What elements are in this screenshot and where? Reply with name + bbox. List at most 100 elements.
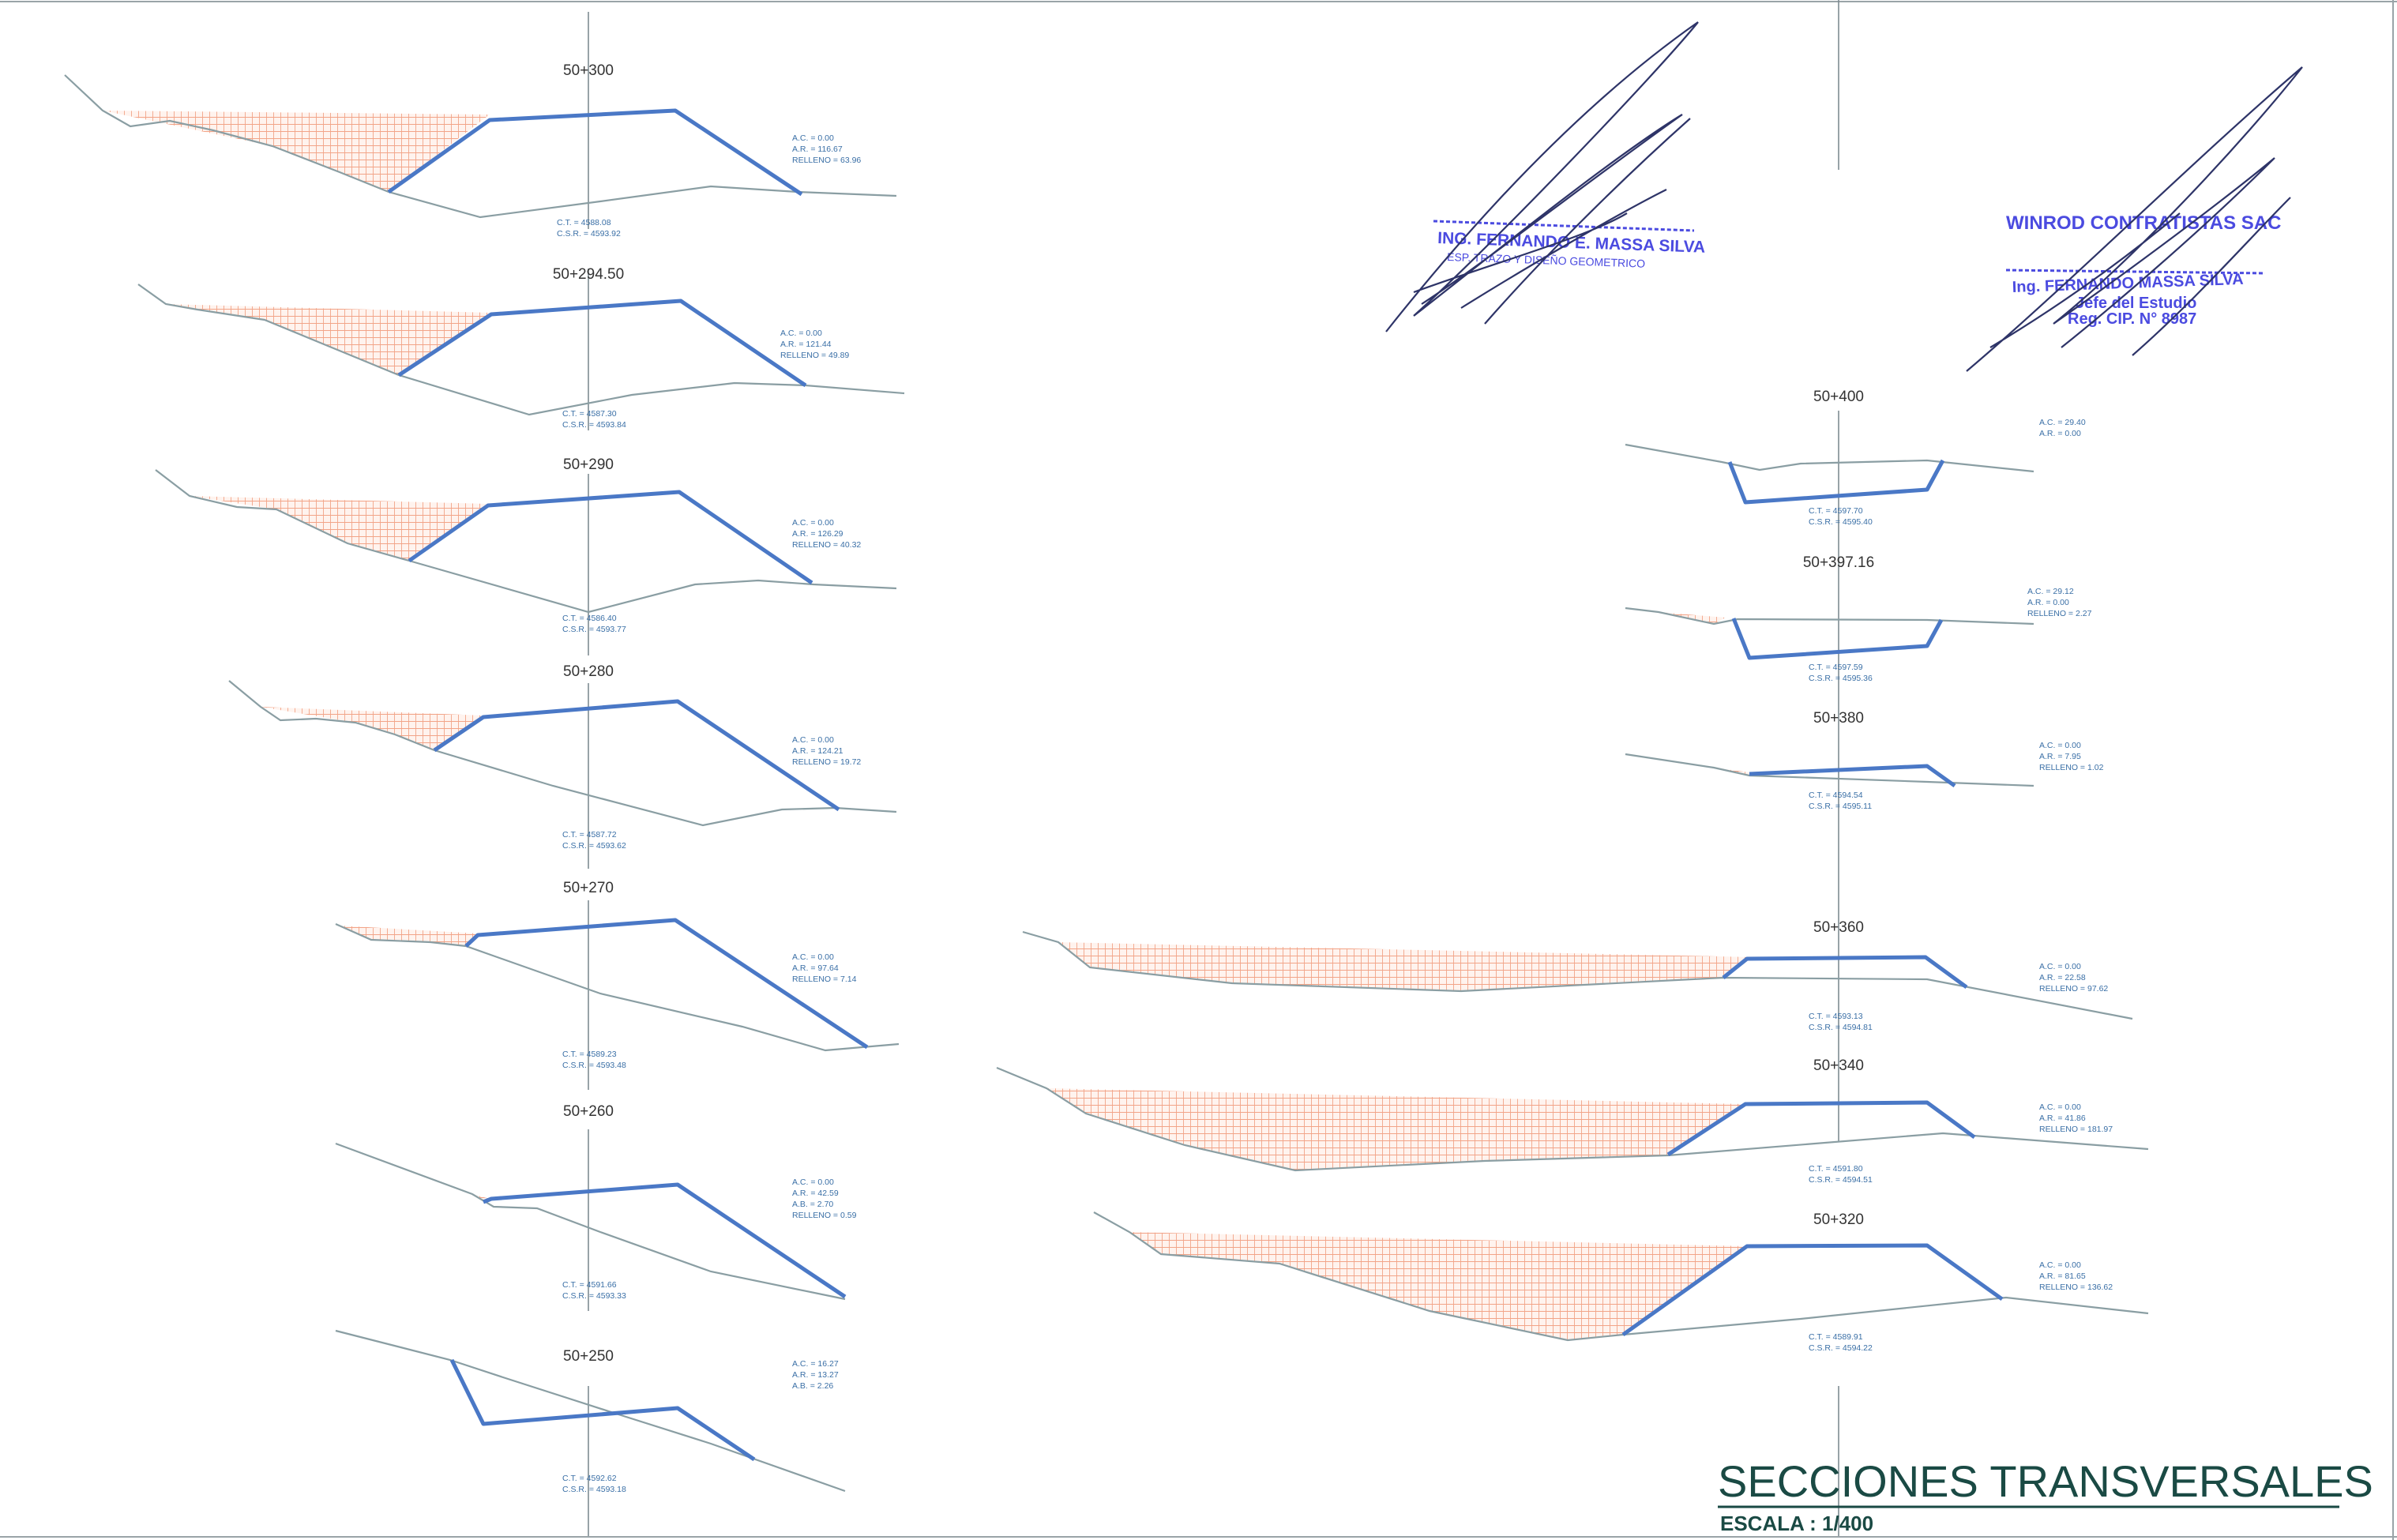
section-50-320: 50+320 A.C. = 0.00 A.R. = 81.65 RELLENO …	[1093, 1211, 2149, 1536]
station-label: 50+294.50	[553, 266, 624, 283]
road-template	[1621, 1243, 2004, 1337]
signature-right	[1966, 66, 2303, 372]
section-value: A.R. = 0.00	[2027, 598, 2069, 607]
station-label: 50+250	[563, 1348, 614, 1365]
stamp-rule	[1433, 220, 1695, 232]
section-value: A.R. = 126.29	[792, 529, 843, 539]
section-value: RELLENO = 49.89	[780, 351, 849, 360]
section-value: A.C. = 16.27	[792, 1359, 839, 1369]
section-50-300: 50+300 A.C. = 0.00 A.R. = 116.67 RELLENO…	[64, 12, 897, 239]
subgrade-elevation: C.S.R. = 4595.40	[1809, 517, 1873, 527]
section-value: A.C. = 0.00	[2039, 962, 2081, 971]
section-value: A.R. = 116.67	[792, 145, 843, 154]
ground-elevation: C.T. = 4586.40	[562, 614, 617, 623]
road-template	[1666, 1100, 1976, 1157]
signature-left	[1385, 21, 1699, 332]
fill-area	[190, 496, 488, 561]
drawing-scale: ESCALA : 1/400	[1720, 1512, 1873, 1535]
section-value: A.C. = 0.00	[792, 735, 834, 745]
section-50-290: 50+290 A.C. = 0.00 A.R. = 126.29 RELLENO…	[155, 456, 897, 655]
ground-line	[1625, 443, 2034, 473]
ground-line	[1093, 1211, 2149, 1342]
ground-line	[155, 469, 897, 614]
ground-line	[1022, 930, 2133, 1020]
subgrade-elevation: C.S.R. = 4594.51	[1809, 1175, 1873, 1185]
road-template	[1749, 764, 1956, 788]
section-value: A.R. = 22.58	[2039, 973, 2086, 982]
ground-line	[335, 1329, 846, 1493]
section-50-360: 50+360 A.C. = 0.00 A.R. = 22.58 RELLENO …	[1022, 919, 2133, 1032]
section-value: RELLENO = 7.14	[792, 975, 857, 984]
fill-area	[261, 707, 483, 750]
section-value: A.R. = 42.59	[792, 1189, 839, 1198]
section-value: A.R. = 97.64	[792, 963, 839, 973]
station-label: 50+380	[1813, 710, 1864, 727]
station-label: 50+320	[1813, 1211, 1864, 1228]
subgrade-elevation: C.S.R. = 4593.62	[562, 841, 626, 851]
road-template	[449, 1358, 756, 1462]
fill-area	[340, 926, 478, 946]
road-template	[1727, 459, 1945, 505]
section-50-250: 50+250 A.C. = 16.27 A.R. = 13.27 A.B. = …	[335, 1329, 846, 1536]
road-template	[1731, 618, 1944, 660]
ground-elevation: C.T. = 4591.66	[562, 1280, 617, 1290]
subgrade-elevation: C.S.R. = 4595.11	[1809, 802, 1872, 811]
section-50-260: 50+260 A.C. = 0.00 A.R. = 42.59 A.B. = 2…	[335, 1103, 857, 1311]
station-label: 50+400	[1813, 389, 1864, 405]
section-50-380: 50+380 A.C. = 0.00 A.R. = 7.95 RELLENO =…	[1625, 710, 2104, 811]
section-value: RELLENO = 1.02	[2039, 763, 2104, 772]
ground-elevation: C.T. = 4589.91	[1809, 1332, 1863, 1342]
station-label: 50+360	[1813, 919, 1864, 936]
ground-elevation: C.T. = 4593.13	[1809, 1012, 1863, 1021]
section-value: A.C. = 0.00	[2039, 741, 2081, 750]
section-value: A.C. = 0.00	[792, 133, 834, 143]
ground-elevation: C.T. = 4587.30	[562, 409, 617, 419]
ground-elevation: C.T. = 4597.59	[1809, 663, 1863, 672]
fill-area	[166, 304, 491, 375]
section-value: A.B. = 2.70	[792, 1200, 833, 1209]
section-value: RELLENO = 0.59	[792, 1211, 857, 1220]
section-value: A.R. = 41.86	[2039, 1114, 2086, 1123]
station-label: 50+290	[563, 456, 614, 473]
section-50-280: 50+280 A.C. = 0.00 A.R. = 124.21 RELLENO…	[228, 663, 897, 869]
fill-area	[1129, 1232, 1747, 1340]
ground-elevation: C.T. = 4591.80	[1809, 1164, 1863, 1174]
ground-line	[335, 922, 900, 1052]
section-value: RELLENO = 97.62	[2039, 984, 2108, 993]
subgrade-elevation: C.S.R. = 4593.18	[562, 1485, 626, 1494]
fill-area	[1058, 942, 1753, 991]
section-value: RELLENO = 63.96	[792, 156, 861, 165]
subgrade-elevation: C.S.R. = 4595.36	[1809, 674, 1873, 683]
section-value: RELLENO = 2.27	[2027, 609, 2092, 618]
subgrade-elevation: C.S.R. = 4593.48	[562, 1061, 626, 1070]
ground-line	[1625, 753, 2034, 787]
subgrade-elevation: C.S.R. = 4594.81	[1809, 1023, 1873, 1032]
ground-line	[64, 74, 897, 219]
station-label: 50+340	[1813, 1057, 1864, 1074]
ground-line	[137, 284, 905, 416]
section-value: A.R. = 0.00	[2039, 429, 2081, 438]
stamp-right: WINROD CONTRATISTAS SAC Ing. FERNANDO MA…	[1966, 66, 2303, 372]
station-label: 50+260	[563, 1103, 614, 1120]
road-template	[433, 699, 840, 812]
subgrade-elevation: C.S.R. = 4593.77	[562, 625, 626, 634]
ground-line	[1625, 607, 2034, 625]
ground-line	[228, 680, 897, 827]
road-template	[464, 918, 869, 1050]
section-value: A.B. = 2.26	[792, 1381, 833, 1391]
section-value: A.R. = 81.65	[2039, 1271, 2086, 1281]
section-50-397-16: 50+397.16 A.C. = 29.12 A.R. = 0.00 RELLE…	[1625, 554, 2092, 683]
ground-elevation: C.T. = 4589.23	[562, 1050, 617, 1059]
section-value: RELLENO = 40.32	[792, 540, 861, 550]
section-value: A.C. = 0.00	[780, 329, 822, 338]
section-value: A.C. = 0.00	[2039, 1260, 2081, 1270]
section-value: RELLENO = 136.62	[2039, 1283, 2113, 1292]
section-value: A.C. = 29.12	[2027, 587, 2074, 596]
station-label: 50+280	[563, 663, 614, 680]
section-value: A.C. = 0.00	[2039, 1102, 2081, 1112]
fill-area	[1046, 1088, 1745, 1170]
fill-area	[103, 111, 490, 192]
section-value: A.R. = 124.21	[792, 746, 843, 756]
section-value: A.R. = 7.95	[2039, 752, 2081, 761]
section-value: A.C. = 29.40	[2039, 418, 2086, 427]
